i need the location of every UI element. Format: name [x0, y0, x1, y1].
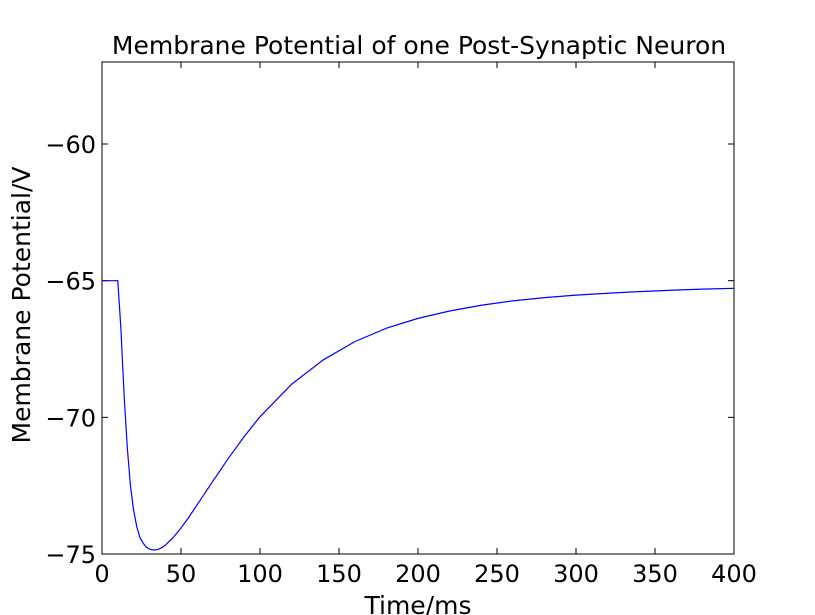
x-tick-label: 350	[632, 560, 678, 588]
x-tick-label: 50	[166, 560, 197, 588]
y-tick-label: −60	[45, 131, 96, 159]
chart-title: Membrane Potential of one Post-Synaptic …	[112, 31, 726, 60]
y-tick-label: −70	[45, 404, 96, 432]
x-axis-label: Time/ms	[364, 591, 472, 615]
x-tick-label: 250	[474, 560, 520, 588]
x-axis: 0 50 100 150 200 250 300 350 400	[94, 62, 757, 588]
x-tick-label: 300	[553, 560, 599, 588]
y-tick-label: −65	[45, 268, 96, 296]
series-line	[102, 280, 735, 551]
x-tick-label: 400	[711, 560, 757, 588]
x-tick-label: 100	[237, 560, 283, 588]
x-tick-label: 200	[395, 560, 441, 588]
y-tick-label: −75	[45, 541, 96, 569]
x-tick-label: 150	[316, 560, 362, 588]
y-axis: −75 −70 −65 −60	[45, 131, 734, 569]
y-axis-label: Membrane Potential/V	[7, 167, 36, 444]
x-tick-label: 0	[94, 560, 109, 588]
